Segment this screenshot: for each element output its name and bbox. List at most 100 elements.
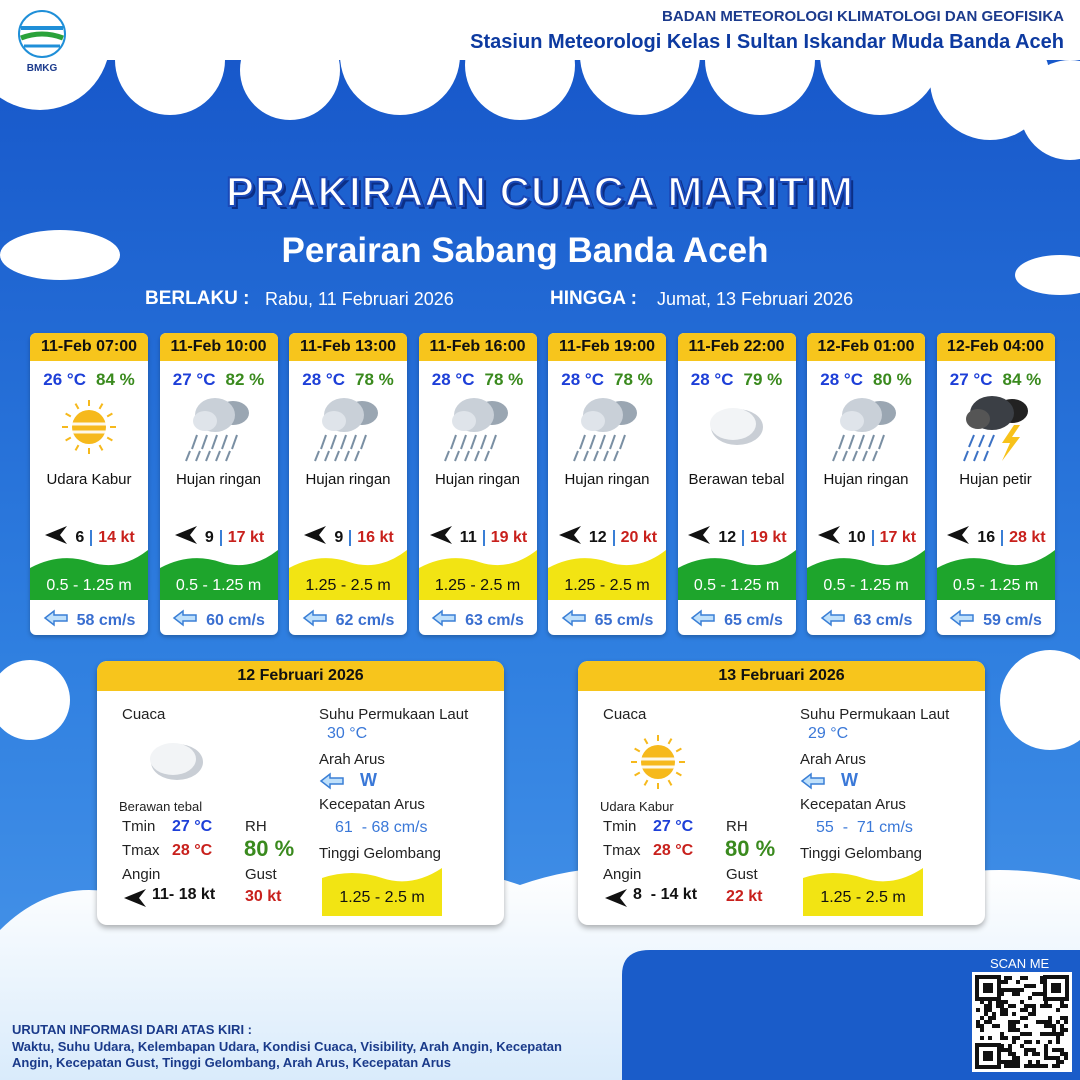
graphic-shape [1012,1036,1016,1040]
wind-speed: 9 [334,528,344,546]
graphic-shape [1064,1052,1068,1056]
weather-icon [137,726,217,803]
graphic-shape [1016,992,1020,996]
graphic-shape [976,1024,980,1028]
temp: 26 °C [43,370,86,389]
gust: 16 kt [357,528,394,546]
card-time: 11-Feb 22:00 [677,333,796,361]
graphic-shape [992,1024,996,1028]
graphic-shape [1024,1032,1028,1036]
graphic-shape [667,738,673,745]
humidity: 82 % [225,370,265,389]
wind-arrow [557,525,583,550]
graphic-shape [304,526,327,544]
graphic-shape [1000,1036,1004,1040]
weather: Udara Kabur [46,471,132,488]
graphic-shape [558,526,581,544]
weather-icon [308,391,388,472]
wave-band [418,548,537,605]
graphic-shape [1036,1020,1040,1024]
temp: 28 °C [561,370,604,389]
wave-band [677,548,796,605]
graphic-shape [832,450,838,462]
temp-rh-row: 26 °C 84 % [30,370,148,390]
wave-band [159,548,278,605]
separator [349,529,352,546]
graphic-shape [561,609,586,627]
graphic-shape [360,434,367,450]
graphic-shape [1060,1024,1064,1028]
wave-band [30,548,148,605]
weather: Berawan tebal [119,799,203,814]
graphic-shape [677,550,796,600]
gust: 22 kt [726,888,763,905]
graphic-shape [106,412,113,418]
graphic-shape [988,1036,992,1040]
graphic-shape [1044,1064,1048,1068]
graphic-shape [1028,1032,1032,1036]
wind-arrow [816,525,842,550]
gust: 14 kt [98,528,135,546]
graphic-shape [1048,1024,1052,1028]
wave-band [807,548,925,605]
graphic-shape [1032,1008,1036,1012]
validity-from: Rabu, 11 Februari 2026 [265,289,454,309]
graphic-shape [489,434,497,450]
gust: 30 kt [245,888,282,905]
graphic-shape [174,526,197,544]
gust-label: Gust [245,866,277,883]
wave-band [289,548,407,605]
graphic-shape [988,1020,992,1024]
graphic-shape [429,526,452,544]
graphic-shape [45,526,68,544]
graphic-shape [583,450,589,462]
wave-height: 0.5 - 1.25 m [952,577,1039,594]
graphic-shape [962,396,1028,462]
wave-height: 0.5 - 1.25 m [175,577,262,594]
graphic-shape [1060,1004,1064,1008]
graphic-shape [1024,1048,1028,1052]
graphic-shape [975,975,1069,1069]
graphic-shape [832,434,885,462]
graphic-shape [984,1012,988,1016]
graphic-shape [1020,1000,1024,1004]
graphic-shape [72,410,106,444]
graphic-shape [1024,1052,1028,1056]
graphic-shape [418,550,537,600]
graphic-shape [983,1051,993,1061]
separator [1001,529,1004,546]
graphic-shape [200,434,208,450]
weather-label: Cuaca [603,706,647,723]
wind-speed: 12 [718,528,737,546]
current-row: 62 cm/s [289,609,407,632]
current-arrow [800,772,826,795]
graphic-shape [1032,1012,1036,1016]
forecast-card: 11-Feb 10:00 27 °C 82 % Hujan ringan 9 17 kt 0… [159,333,278,635]
graphic-shape [1032,992,1036,996]
graphic-shape [1064,1004,1068,1008]
rh-label: RH [245,818,267,835]
graphic-shape [667,779,673,786]
graphic-shape [319,772,344,790]
tmin-label: Tmin [122,818,156,835]
graphic-shape [1028,1064,1032,1068]
graphic-shape [1000,650,1080,750]
current-speed-label: Kecepatan Arus [800,796,906,813]
wave-height: 1.25 - 2.5 m [434,577,521,594]
graphic-shape [976,1008,980,1012]
graphic-shape [709,408,756,440]
temp-rh-row: 28 °C 79 % [678,370,796,390]
graphic-shape [1024,976,1028,980]
graphic-shape [1008,1020,1012,1024]
graphic-shape [980,1016,984,1020]
graphic-shape [1008,1052,1012,1056]
graphic-shape [1004,980,1008,984]
wind-row: 11 19 kt [419,525,537,550]
temp-rh-row: 27 °C 82 % [160,370,278,390]
graphic-shape [1056,1008,1060,1012]
graphic-shape [1016,1020,1020,1024]
graphic-shape [982,450,989,462]
graphic-shape [688,526,711,544]
humidity: 78 % [354,370,394,389]
current-row: 59 cm/s [937,609,1055,632]
